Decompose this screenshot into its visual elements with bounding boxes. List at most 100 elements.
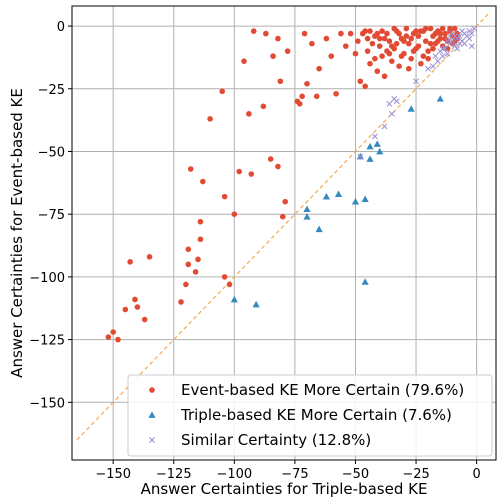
event-based-point [439,25,446,32]
event-based-point [432,30,439,37]
x-tick-label: −100 [216,467,252,482]
event-based-point [178,299,184,305]
legend-marker-triangle [148,411,156,418]
event-based-point [195,256,201,263]
similar-point [449,30,456,37]
event-based-point [442,30,448,37]
triple-based-point [366,142,374,150]
event-based-point [342,43,349,49]
event-based-point [452,25,458,32]
event-based-point [132,296,138,303]
similar-point [444,50,451,57]
event-based-point [197,218,204,225]
event-based-point [398,53,405,59]
triple-based-point [303,213,311,220]
triple-based-point [407,105,415,112]
event-based-point [333,90,339,97]
event-based-point [425,48,431,54]
similar-point [471,25,478,32]
event-based-point [110,329,116,335]
event-based-point [248,171,255,177]
similar-point [459,28,466,35]
similar-point [413,78,419,85]
event-based-point [279,213,286,220]
triple-based-point [322,193,330,200]
event-based-point [410,48,417,54]
event-based-point [376,43,383,49]
similar-point [439,53,446,60]
event-based-point [357,78,364,85]
x-tick-label: 0 [472,467,480,482]
x-tick-label: −150 [95,467,131,482]
event-based-point [323,35,330,42]
triple-based-point [252,300,260,308]
event-based-point [146,254,153,260]
x-axis-title: Answer Certainties for Triple-based KE [141,480,428,498]
diagonal-reference-line [76,13,490,441]
event-based-point [422,25,429,32]
event-based-point [401,38,407,44]
legend-marker-circle [149,387,155,393]
legend-item-similar: Similar Certainty (12.8%) [149,431,371,449]
y-tick-label: −100 [29,271,65,286]
similar-point [357,153,364,160]
similar-point [442,45,449,52]
event-based-point [396,30,402,37]
legend-label-similar: Similar Certainty (12.8%) [181,431,371,449]
event-based-point [381,73,388,80]
triple-based-point [366,155,374,162]
event-based-point [338,30,344,37]
event-based-point [207,116,213,122]
event-based-point [391,25,398,32]
triple-based-point [373,140,381,147]
event-based-point [134,304,141,310]
data-points [105,25,478,343]
event-based-point [296,101,303,107]
similar-point [388,110,395,117]
event-based-point [275,35,281,42]
event-based-point [221,193,228,200]
legend-marker [149,437,155,443]
triple-based-point [436,95,444,102]
similar-point [456,33,463,40]
similar-point [456,40,463,47]
event-based-point [430,45,436,52]
event-based-point [369,40,376,47]
event-based-point [219,88,226,95]
event-based-point [328,53,335,59]
event-based-point [115,336,121,343]
event-based-point [374,68,381,75]
event-based-point [246,111,252,117]
event-based-point [381,35,388,42]
diagonal-line [76,13,490,441]
event-based-point [427,25,434,32]
event-based-point [185,246,192,253]
event-based-point [316,65,322,72]
event-based-point [284,48,291,54]
x-tick-label: −50 [342,467,369,482]
similar-point [434,58,441,65]
plot-area-frame [71,5,497,461]
event-based-point [347,30,354,37]
legend-item-event-based: Event-based KE More Certain (79.6%) [149,381,464,399]
event-based-point [250,28,257,34]
triple-based-point [376,147,384,155]
event-based-point [437,30,444,37]
event-based-point [408,55,415,62]
event-based-point [304,80,310,87]
event-based-point [105,334,112,340]
event-based-point [415,43,422,49]
event-based-point [270,53,276,59]
event-based-point [267,156,274,162]
triple-based-point [303,205,311,213]
x-tick-label: −125 [156,467,192,482]
event-based-point [405,65,412,72]
event-based-point [236,168,242,175]
event-based-point [364,35,371,42]
legend-marker [148,411,156,418]
event-based-point [282,198,289,205]
similar-point [393,98,400,105]
legend: Event-based KE More Certain (79.6%) Trip… [127,374,493,457]
similar-point [461,40,468,47]
